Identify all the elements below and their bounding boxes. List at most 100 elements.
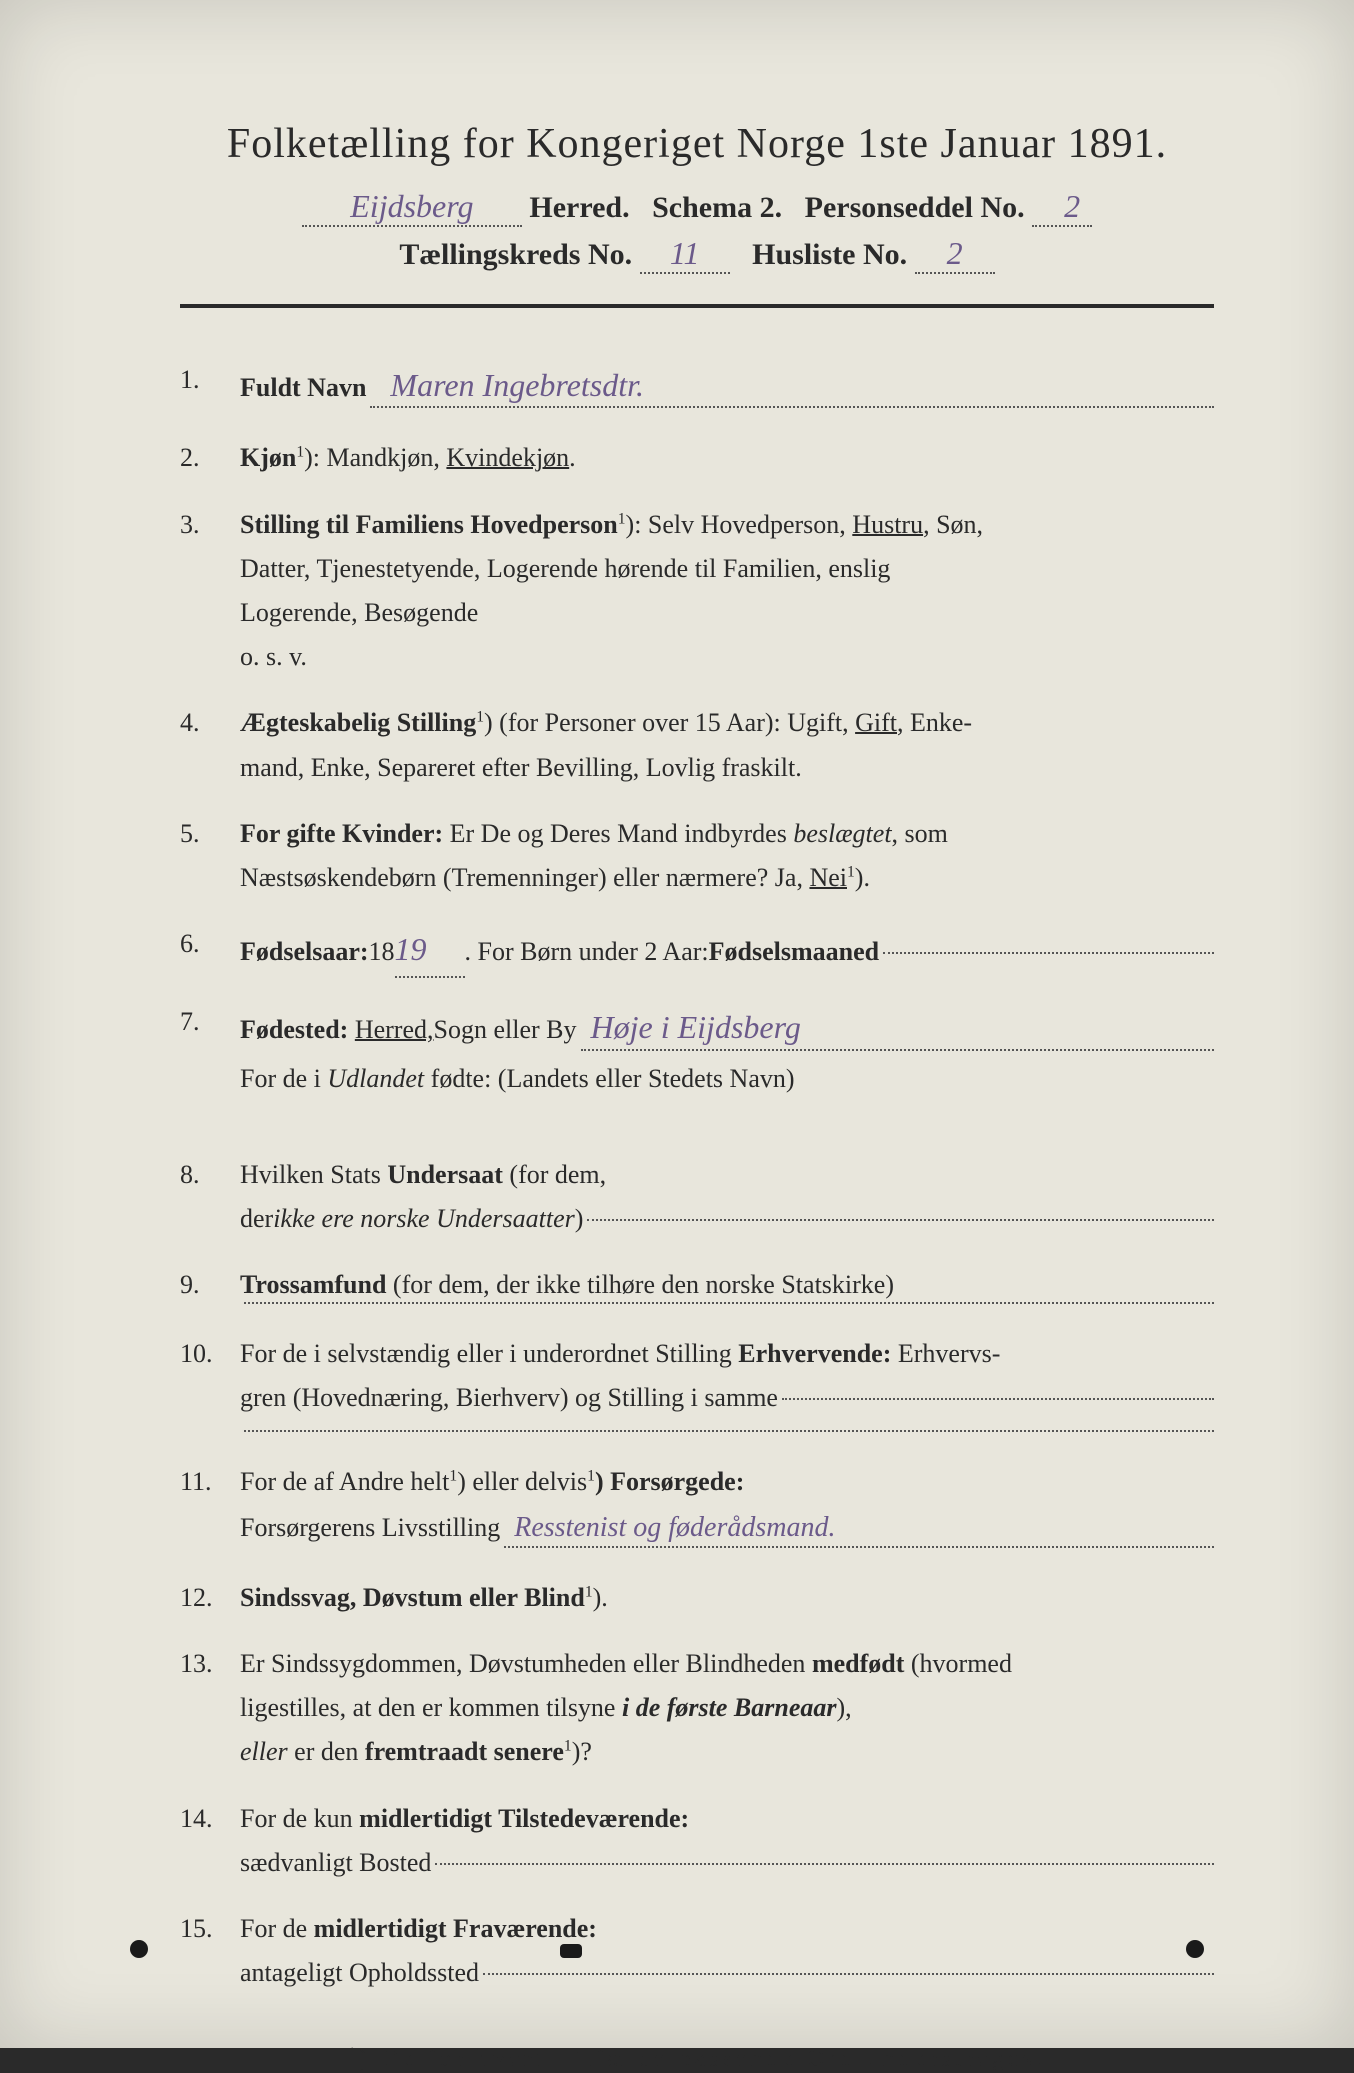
tail: ). [593,1583,608,1612]
line2: antageligt Opholdssted [240,1951,479,1995]
tail: , som [892,819,948,848]
item-num: 3. [180,503,240,680]
kreds-no: 11 [645,235,725,272]
line4: o. s. v. [240,642,307,671]
underlined: Kvindekjøn [446,443,569,472]
item-num: 5. [180,812,240,900]
sup: 1 [585,1583,593,1600]
item-label: ) Forsørgede: [595,1467,744,1496]
line2: mand, Enke, Separeret efter Bevilling, L… [240,753,802,782]
item-num: 12. [180,1576,240,1620]
year-prefix: 18 [369,930,395,974]
herred-handwritten: Eijdsberg [350,188,473,225]
text: Erhvervs- [891,1339,1000,1368]
item-num: 1. [180,358,240,414]
sup2: 1 [587,1467,595,1484]
item-label: midlertidigt Fraværende: [314,1914,597,1943]
item-label: Sindssvag, Døvstum eller Blind [240,1583,585,1612]
sup: 1 [618,510,626,527]
item-5: 5. For gifte Kvinder: Er De og Deres Man… [180,812,1214,900]
line3-tail: )? [572,1737,592,1766]
subtitle-line-2: Tællingskreds No. 11 Husliste No. 2 [180,235,1214,274]
text-pre: For de kun [240,1804,359,1833]
label-pre: Hvilken Stats [240,1160,387,1189]
divider [180,304,1214,308]
item-12: 12. Sindssvag, Døvstum eller Blind1). [180,1576,1214,1620]
text: (hvormed [904,1649,1012,1678]
line2-pre: Næstsøskendebørn (Tremenninger) eller næ… [240,863,809,892]
line2-italic: Udlandet [327,1064,424,1093]
item-label: Stilling til Familiens Hovedperson [240,510,618,539]
personseddel-label: Personseddel No. [805,191,1025,224]
footnote: 1) De for hvert Tilfælde passende Ord un… [180,2045,1214,2073]
line2-italic: i de første Barneaar [622,1693,837,1722]
text: (for dem, [503,1160,606,1189]
name-handwritten: Maren Ingebretsdtr. [370,367,644,403]
line2-pre: For de i [240,1064,327,1093]
item-label: Trossamfund [240,1270,386,1299]
sup: 1 [296,444,304,461]
item-num: 10. [180,1332,240,1438]
tail: , Søn, [923,510,983,539]
item-7: 7. Fødested: Herred, Sogn eller By Høje … [180,1000,1214,1101]
provider-hw: Resstenist og føderådsmand. [504,1512,835,1543]
husliste-no: 2 [915,235,995,272]
item-2: 2. Kjøn1): Mandkjøn, Kvindekjøn. [180,436,1214,480]
item-num: 8. [180,1153,240,1241]
item-4: 4. Ægteskabelig Stilling1) (for Personer… [180,701,1214,789]
item-13: 13. Er Sindssygdommen, Døvstumheden elle… [180,1642,1214,1775]
herred-label: Herred. [529,191,629,224]
husliste-label: Husliste No. [752,238,907,271]
page-title: Folketælling for Kongeriget Norge 1ste J… [180,120,1214,168]
line2-italic: ikke ere norske Undersaatter [273,1197,575,1241]
personseddel-no: 2 [1032,188,1112,225]
text: ): Mandkjøn, [304,443,446,472]
item-1: 1. Fuldt Navn Maren Ingebretsdtr. [180,358,1214,414]
item-14: 14. For de kun midlertidigt Tilstedevære… [180,1797,1214,1885]
line2-tail: ) [575,1197,584,1241]
line3-mid: er den [288,1737,365,1766]
text: Sogn eller By [434,1008,577,1052]
sup: 1 [476,709,484,726]
text: ): Selv Hovedperson, [626,510,853,539]
tail: , Enke- [897,708,972,737]
line2-tail: ), [836,1693,851,1722]
line2: Datter, Tjenestetyende, Logerende hørend… [240,554,890,583]
underlined: Gift [855,708,897,737]
line2-tail: ). [855,863,870,892]
text-pre: For de af Andre helt [240,1467,449,1496]
mid: ) eller delvis [457,1467,587,1496]
text: . For Børn under 2 Aar: [465,930,709,974]
text-pre: For de i selvstændig eller i underordnet… [240,1339,738,1368]
line2: sædvanligt Bosted [240,1841,431,1885]
line2-tail: fødte: (Landets eller Stedets Navn) [424,1064,794,1093]
item-num: 14. [180,1797,240,1885]
item-10: 10. For de i selvstændig eller i underor… [180,1332,1214,1438]
text: (for dem, der ikke tilhøre den norske St… [386,1270,894,1299]
line2-label: Forsørgerens Livsstilling [240,1506,500,1550]
item-11: 11. For de af Andre helt1) eller delvis1… [180,1460,1214,1554]
sup: 1 [847,863,855,880]
item-3: 3. Stilling til Familiens Hovedperson1):… [180,503,1214,680]
item-label: Undersaat [387,1160,503,1189]
line2: gren (Hovednæring, Bierhverv) og Stillin… [240,1376,778,1420]
item-label: For gifte Kvinder: [240,819,443,848]
item-num: 2. [180,436,240,480]
underlined: Hustru [852,510,923,539]
text-pre: Er Sindssygdommen, Døvstumheden eller Bl… [240,1649,812,1678]
tail: . [569,443,576,472]
item-num: 4. [180,701,240,789]
item-15: 15. For de midlertidigt Fraværende: anta… [180,1907,1214,1995]
item-num: 13. [180,1642,240,1775]
item-label: Ægteskabelig Stilling [240,708,476,737]
line3-italic: eller [240,1737,288,1766]
kreds-label: Tællingskreds No. [399,238,632,271]
item-label: midlertidigt Tilstedeværende: [359,1804,689,1833]
item-label: Kjøn [240,443,296,472]
text: ) (for Personer over 15 Aar): Ugift, [484,708,855,737]
birthplace-hw: Høje i Eijdsberg [581,1009,801,1045]
text-pre: For de [240,1914,314,1943]
line2-pre: ligestilles, at den er kommen tilsyne [240,1693,622,1722]
line3-bold: fremtraadt senere [365,1737,564,1766]
sup: 1 [564,1738,572,1755]
